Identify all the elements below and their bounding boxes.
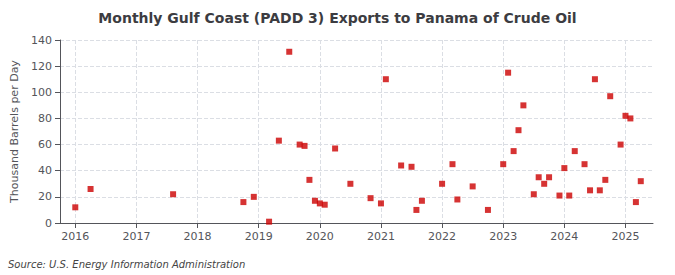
svg-text:2025: 2025 [611,230,639,243]
svg-text:80: 80 [38,112,52,125]
svg-text:2019: 2019 [245,230,273,243]
svg-text:Thousand Barrels per Day: Thousand Barrels per Day [8,60,21,204]
svg-text:2020: 2020 [306,230,334,243]
svg-text:120: 120 [31,60,52,73]
svg-text:2017: 2017 [122,230,150,243]
svg-text:0: 0 [45,217,52,230]
svg-text:2022: 2022 [428,230,456,243]
svg-text:Monthly Gulf Coast (PADD 3) Ex: Monthly Gulf Coast (PADD 3) Exports to P… [98,10,576,26]
svg-text:2016: 2016 [61,230,89,243]
svg-text:60: 60 [38,138,52,151]
svg-text:2023: 2023 [489,230,517,243]
svg-text:2021: 2021 [367,230,395,243]
svg-text:140: 140 [31,34,52,47]
svg-text:40: 40 [38,164,52,177]
svg-text:2024: 2024 [550,230,578,243]
svg-text:2018: 2018 [184,230,212,243]
svg-text:20: 20 [38,190,52,203]
svg-text:100: 100 [31,86,52,99]
svg-text:Source: U.S. Energy Informatio: Source: U.S. Energy Information Administ… [8,259,245,270]
